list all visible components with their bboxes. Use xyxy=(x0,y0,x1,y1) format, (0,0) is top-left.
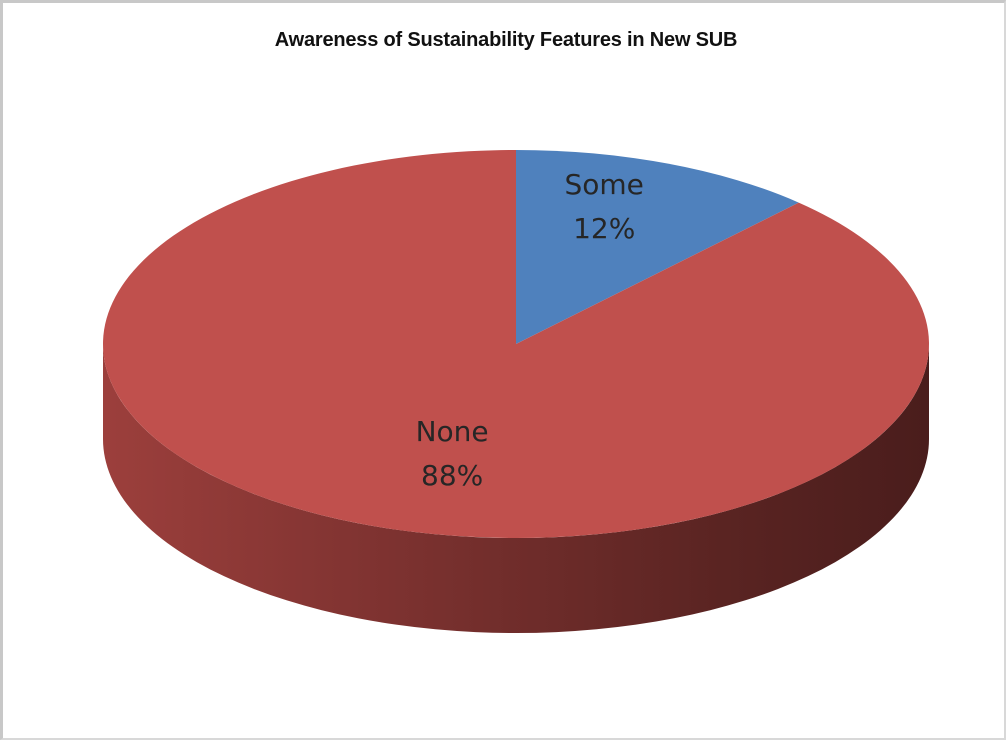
slice-percent-label: 88% xyxy=(421,459,483,492)
slice-percent-label: 12% xyxy=(573,212,635,245)
slice-name-label: None xyxy=(416,415,489,448)
pie-slice-some xyxy=(516,150,799,344)
chart-title: Awareness of Sustainability Features in … xyxy=(274,29,738,51)
pie-chart: Some 12% None 88% xyxy=(103,150,930,633)
pie-side-wall xyxy=(103,344,929,633)
slice-name-label: Some xyxy=(564,168,643,201)
pie-slice-none xyxy=(103,150,930,538)
